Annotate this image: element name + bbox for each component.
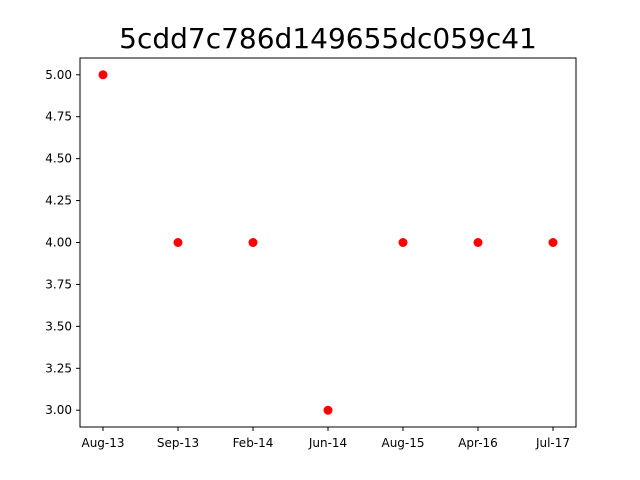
data-point	[173, 238, 183, 247]
y-tick-label: 4.25	[45, 194, 72, 208]
x-tick-label: Aug-13	[81, 436, 124, 450]
data-point	[98, 70, 108, 80]
y-tick-label: 4.50	[45, 152, 72, 166]
x-tick-label: Sep-13	[157, 436, 199, 450]
chart-title: 5cdd7c786d149655dc059c41	[119, 22, 537, 55]
x-tick-label: Apr-16	[458, 436, 498, 450]
y-tick-label: 3.50	[45, 319, 72, 333]
data-point	[398, 238, 408, 247]
y-tick-label: 4.00	[45, 236, 72, 250]
plot-frame	[79, 57, 577, 428]
x-tick-label: Jul-17	[535, 436, 570, 450]
data-point	[473, 238, 483, 247]
x-tick-label: Jun-14	[308, 436, 347, 450]
x-tick-label: Feb-14	[233, 436, 274, 450]
y-axis: 3.00 3.25 3.50 3.75 4.00 4.25 4.50 4.75 5.00	[45, 68, 80, 417]
data-point	[323, 405, 333, 415]
y-tick-label: 3.00	[45, 403, 72, 417]
y-tick-label: 5.00	[45, 68, 72, 82]
data-point	[248, 238, 258, 247]
x-tick-label: Aug-15	[381, 436, 424, 450]
data-point	[548, 238, 558, 247]
y-tick-label: 3.75	[45, 277, 72, 291]
x-axis: Aug-13 Sep-13 Feb-14 Jun-14 Aug-15 Apr-16 Jul-…	[81, 427, 570, 450]
data-points	[98, 70, 558, 415]
y-tick-label: 4.75	[45, 110, 72, 124]
y-tick-label: 3.25	[45, 361, 72, 375]
